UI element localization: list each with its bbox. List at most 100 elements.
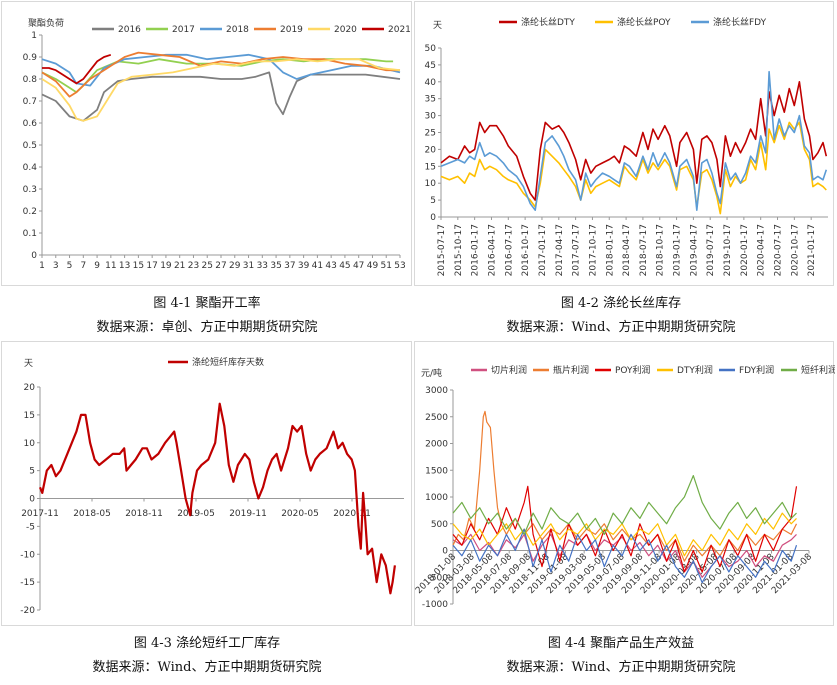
x-tick-label: 19 (160, 261, 172, 271)
x-tick-label: 33 (257, 261, 268, 271)
series-line-5 (41, 58, 401, 122)
y-tick-label: -5 (26, 522, 35, 532)
y-tick-label: -1000 (422, 600, 448, 610)
x-tick-label: 2020-04-17 (757, 224, 767, 276)
y-tick-label: 0.9 (23, 53, 38, 63)
y-tick-label: -500 (428, 573, 449, 583)
caption-source-3: 数据来源：Wind、方正中期期货研究院 (92, 660, 322, 675)
x-tick-label: 47 (353, 261, 364, 271)
y-axis-label: 天 (433, 21, 442, 31)
y-tick-label: 0 (430, 213, 436, 223)
x-tick-label: 2018-07-17 (639, 224, 649, 276)
x-tick-label: 29 (229, 261, 241, 271)
chart-svg-1: 00.10.20.30.40.50.60.70.80.911 3 5 7 9 11 13 15… (23, 17, 411, 271)
caption-title-1: 图 4-1 聚酯开工率 (153, 296, 261, 311)
caption-title-4: 图 4-4 聚酯产品生产效益 (547, 636, 695, 651)
legend-label-3: 2018 (226, 25, 249, 35)
x-tick-label: 41 (312, 261, 323, 271)
caption-source-2: 数据来源：Wind、方正中期期货研究院 (506, 320, 736, 335)
x-tick-label: 2019-05 (177, 509, 215, 519)
chart-svg-3: -20 -15 -10 -5 0 5 10 15 20 2017-11 2018-05 2018-11… (20, 356, 404, 616)
y-tick-label: 0.5 (23, 141, 37, 151)
y-tick-label: 0.8 (23, 75, 38, 85)
series-line-5 (452, 528, 798, 584)
x-tick-label: 3 (53, 261, 59, 271)
y-tick-label: 10 (425, 179, 437, 189)
x-tick-label: 11 (105, 261, 116, 271)
y-tick-label: 5 (430, 196, 436, 206)
y-tick-label: 0.6 (23, 119, 38, 129)
x-tick-label: 21 (174, 261, 185, 271)
x-tick-label: 2021-01-17 (807, 224, 817, 276)
series-line-1 (440, 81, 828, 201)
y-tick-label: 0.2 (23, 207, 37, 217)
y-tick-label: 45 (425, 61, 436, 71)
legend-label-5: 2020 (334, 25, 357, 35)
y-tick-label: 1500 (425, 466, 448, 476)
x-tick-label: 15 (133, 261, 144, 271)
y-tick-label: 1 (31, 31, 37, 41)
series-line-3 (41, 53, 401, 87)
y-tick-label: 0.1 (23, 229, 37, 239)
y-tick-label: 2000 (425, 440, 448, 450)
series-line-2 (452, 410, 798, 562)
y-tick-label: 25 (425, 129, 436, 139)
y-tick-label: -10 (20, 550, 35, 560)
x-tick-label: 2019-01-17 (673, 224, 683, 276)
x-tick-label: 2018-04-17 (622, 224, 632, 276)
x-tick-label: 2017-04-17 (555, 224, 565, 276)
y-tick-label: 35 (425, 95, 436, 105)
legend-label-3: POY利润 (615, 364, 651, 376)
series-line-6 (452, 475, 797, 535)
series-line-1 (38, 402, 396, 595)
x-tick-label: 31 (243, 261, 254, 271)
legend-label-2: 涤纶长丝POY (617, 16, 671, 28)
x-tick-label: 5 (67, 261, 73, 271)
x-tick-label: 2018-10-17 (656, 224, 666, 276)
series-line-6 (42, 53, 112, 85)
series-line-4 (452, 512, 797, 557)
x-tick-label: 2017-07-17 (572, 224, 582, 276)
x-tick-label: 43 (325, 261, 336, 271)
chart-panel-1: 0 0.1 0.2 0.3 0.4 0.5 0.6 0.7 0.8 0.9 1 1 3 5 7 9 11 13 15… (1, 1, 412, 286)
y-tick-label: 40 (425, 78, 437, 88)
x-tick-label: 2020-07-17 (774, 224, 784, 276)
x-tick-label: 2016-07-17 (504, 224, 514, 276)
legend-label-1: 涤纶长丝DTY (521, 16, 575, 28)
x-tick-label: 51 (381, 261, 392, 271)
x-tick-label: 7 (80, 261, 86, 271)
y-tick-label: 5 (29, 467, 35, 477)
x-tick-label: 13 (119, 261, 130, 271)
y-tick-label: 0.4 (23, 163, 38, 173)
y-tick-label: 0.7 (23, 97, 37, 107)
legend-label-4: DTY利润 (677, 364, 713, 376)
chart-panel-4: -1000 -500 0 500 1000 1500 2000 2500 3000 2018-01… (414, 341, 835, 626)
y-tick-label: 0 (31, 251, 37, 261)
series-line-1 (41, 71, 401, 122)
legend-label-2: 2017 (172, 25, 195, 35)
x-tick-label: 2019-10-17 (723, 224, 733, 276)
y-axis-label: 天 (24, 359, 33, 369)
y-tick-label: 50 (425, 44, 437, 54)
legend-label-1: 切片利润 (491, 364, 527, 376)
x-tick-label: 2020-10-17 (790, 224, 800, 276)
x-tick-label: 2015-10-17 (454, 224, 464, 276)
y-tick-label: 3000 (425, 386, 448, 396)
legend-label-4: 2019 (280, 25, 303, 35)
x-tick-label: 2018-05 (73, 509, 111, 519)
x-tick-label: 2019-07-17 (706, 224, 716, 276)
x-tick-label: 1 (39, 261, 45, 271)
y-tick-label: 10 (24, 439, 36, 449)
x-tick-label: 37 (284, 261, 295, 271)
y-tick-label: 0.3 (23, 185, 37, 195)
x-tick-label: 2017-01-17 (538, 224, 548, 276)
legend-label-1: 2016 (118, 25, 141, 35)
chart-title: 聚酯负荷 (28, 17, 64, 29)
x-tick-label: 2020-05 (281, 509, 319, 519)
legend-label-6: 短纤利润 (801, 364, 835, 376)
x-tick-label: 2020-11 (333, 509, 371, 519)
x-tick-label: 2019-11 (229, 509, 267, 519)
y-tick-label: -20 (20, 606, 35, 616)
y-tick-label: 2500 (425, 413, 448, 423)
x-tick-label: 2016-01-17 (471, 224, 481, 276)
